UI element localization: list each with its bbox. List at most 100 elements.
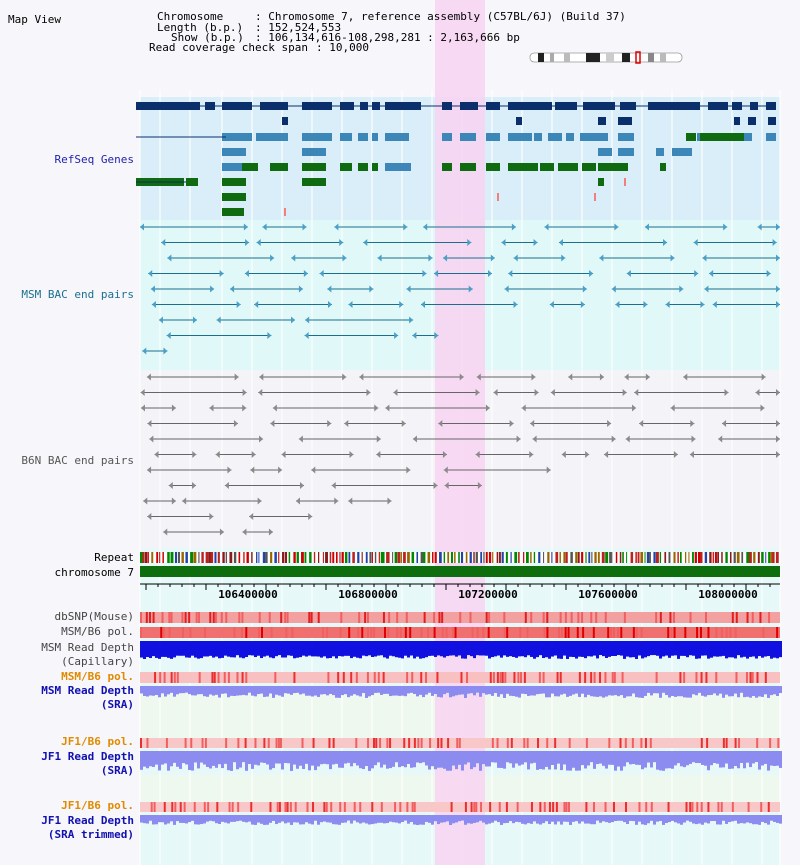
bac-end-marker [459, 373, 464, 381]
depth-bar [158, 641, 161, 659]
repeat-element [746, 552, 750, 563]
depth-bar [197, 815, 200, 825]
polymorphism-mark [382, 672, 385, 683]
depth-bar [443, 815, 446, 823]
polymorphism-mark [355, 738, 358, 748]
polymorphism-mark [655, 612, 658, 623]
repeat-element [615, 552, 618, 563]
msm-bac-track[interactable] [140, 223, 780, 355]
b6n-bac-track-label[interactable]: B6N BAC end pairs [21, 454, 134, 467]
depth-bar [194, 815, 197, 825]
polymorphism-mark [503, 627, 506, 638]
depth-bar [491, 686, 494, 696]
repeat-element [348, 552, 351, 563]
polymorphism-mark [568, 738, 571, 748]
gene-block [460, 133, 476, 141]
polymorphism-mark [371, 802, 374, 812]
depth-bar [626, 686, 629, 697]
gene-block [582, 163, 596, 171]
depth-bar [734, 641, 737, 659]
repeat-track[interactable] [140, 552, 780, 563]
depth-bar [563, 686, 566, 694]
bac-end-marker [140, 389, 145, 396]
depth-bar [500, 815, 503, 825]
depth-bar [437, 686, 440, 697]
polymorphism-mark [764, 672, 767, 683]
depth-bar [581, 751, 584, 766]
depth-bar [764, 641, 767, 657]
bac-end-marker [549, 301, 554, 308]
polymorphism-mark [456, 738, 459, 748]
depth-bar [359, 815, 362, 824]
bac-end-marker [704, 285, 709, 293]
depth-bar [659, 641, 662, 659]
chromosome-bar[interactable] [140, 566, 780, 577]
depth-bar [413, 641, 416, 659]
polymorphism-mark [539, 802, 542, 812]
polymorphism-mark [524, 612, 527, 623]
depth-bar [551, 815, 554, 822]
repeat-track-label: Repeat [94, 551, 134, 564]
polymorphism-mark [470, 802, 473, 812]
polymorphism-mark [286, 612, 289, 623]
polymorphism-mark [413, 802, 416, 812]
depth-bar [188, 641, 191, 658]
polymorphism-mark [399, 627, 402, 638]
polymorphism-mark [411, 802, 414, 812]
depth-bar [521, 751, 524, 765]
polymorphism-mark [592, 802, 595, 812]
depth-bar [182, 815, 185, 823]
depth-bar [779, 751, 782, 768]
polymorphism-mark [154, 672, 157, 683]
depth-bar [254, 815, 257, 825]
depth-bar [479, 751, 482, 771]
polymorphism-mark [355, 672, 358, 683]
msm-bac-track-label[interactable]: MSM BAC end pairs [21, 288, 134, 301]
depth-bar [581, 815, 584, 822]
depth-bar [623, 641, 626, 659]
depth-bar [146, 815, 149, 824]
bac-end-marker [493, 389, 498, 396]
depth-bar [443, 751, 446, 769]
bac-end-marker [192, 482, 197, 489]
depth-bar [368, 686, 371, 697]
repeat-element [594, 552, 597, 563]
polymorphism-mark [644, 738, 647, 748]
b6n-bac-track[interactable] [140, 373, 780, 536]
depth-bar [554, 751, 557, 770]
polymorphism-mark [193, 802, 196, 812]
bac-end-marker [242, 528, 247, 536]
bac-end-marker [150, 285, 155, 293]
highlight-region[interactable] [435, 0, 485, 865]
depth-bar [464, 641, 467, 659]
polymorphism-mark [140, 627, 142, 638]
depth-bar [359, 686, 362, 697]
refseq-track-label[interactable]: RefSeq Genes [55, 153, 134, 166]
bac-end-marker [625, 435, 630, 443]
depth-bar [167, 686, 170, 695]
repeat-element [581, 552, 584, 563]
depth-bar [473, 686, 476, 696]
depth-bar [230, 751, 233, 771]
polymorphism-mark [181, 612, 184, 623]
bac-end-marker [251, 451, 256, 458]
gene-block [302, 133, 332, 141]
strand-arrow [302, 163, 307, 171]
polymorphism-mark [526, 738, 529, 748]
depth-bar [347, 641, 350, 656]
depth-bar [551, 686, 554, 694]
depth-bar [398, 686, 401, 696]
strand-arrow [302, 148, 307, 156]
depth-bar [599, 686, 602, 697]
chromosome-ideogram[interactable] [529, 51, 683, 64]
depth-bar [473, 641, 476, 659]
refseq-gene-track[interactable] [136, 102, 776, 216]
repeat-element [344, 552, 348, 563]
bac-end-marker [385, 404, 390, 412]
depth-bar [605, 641, 608, 658]
gene-block [580, 133, 598, 141]
depth-bar [530, 751, 533, 764]
depth-bar [182, 686, 185, 694]
repeat-element [352, 552, 355, 563]
